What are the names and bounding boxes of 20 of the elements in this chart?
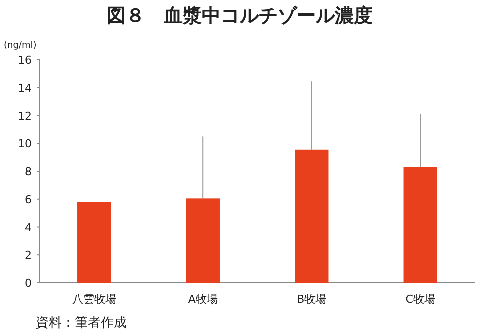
y-tick-label: 8 xyxy=(25,166,32,178)
y-tick-label: 16 xyxy=(18,54,32,67)
y-tick-label: 2 xyxy=(25,249,32,262)
y-tick-label: 6 xyxy=(25,193,32,206)
bar xyxy=(78,202,112,283)
chart-title: 図８ 血漿中コルチゾール濃度 xyxy=(107,5,373,27)
x-tick-label: 八雲牧場 xyxy=(72,293,116,306)
y-tick-label: 0 xyxy=(25,277,32,290)
y-tick-label: 4 xyxy=(25,221,32,234)
bar xyxy=(295,150,329,283)
x-tick-label: A牧場 xyxy=(188,293,218,306)
x-tick-label: B牧場 xyxy=(297,293,327,306)
y-tick-label: 14 xyxy=(18,82,32,95)
y-tick-label: 12 xyxy=(18,110,32,123)
text: 資料：筆者作成 xyxy=(36,316,127,331)
x-tick-label: C牧場 xyxy=(406,293,436,306)
bar xyxy=(404,167,438,283)
bar xyxy=(186,198,220,283)
y-axis-title: (ng/ml) xyxy=(4,41,37,51)
y-tick-label: 10 xyxy=(18,138,32,151)
